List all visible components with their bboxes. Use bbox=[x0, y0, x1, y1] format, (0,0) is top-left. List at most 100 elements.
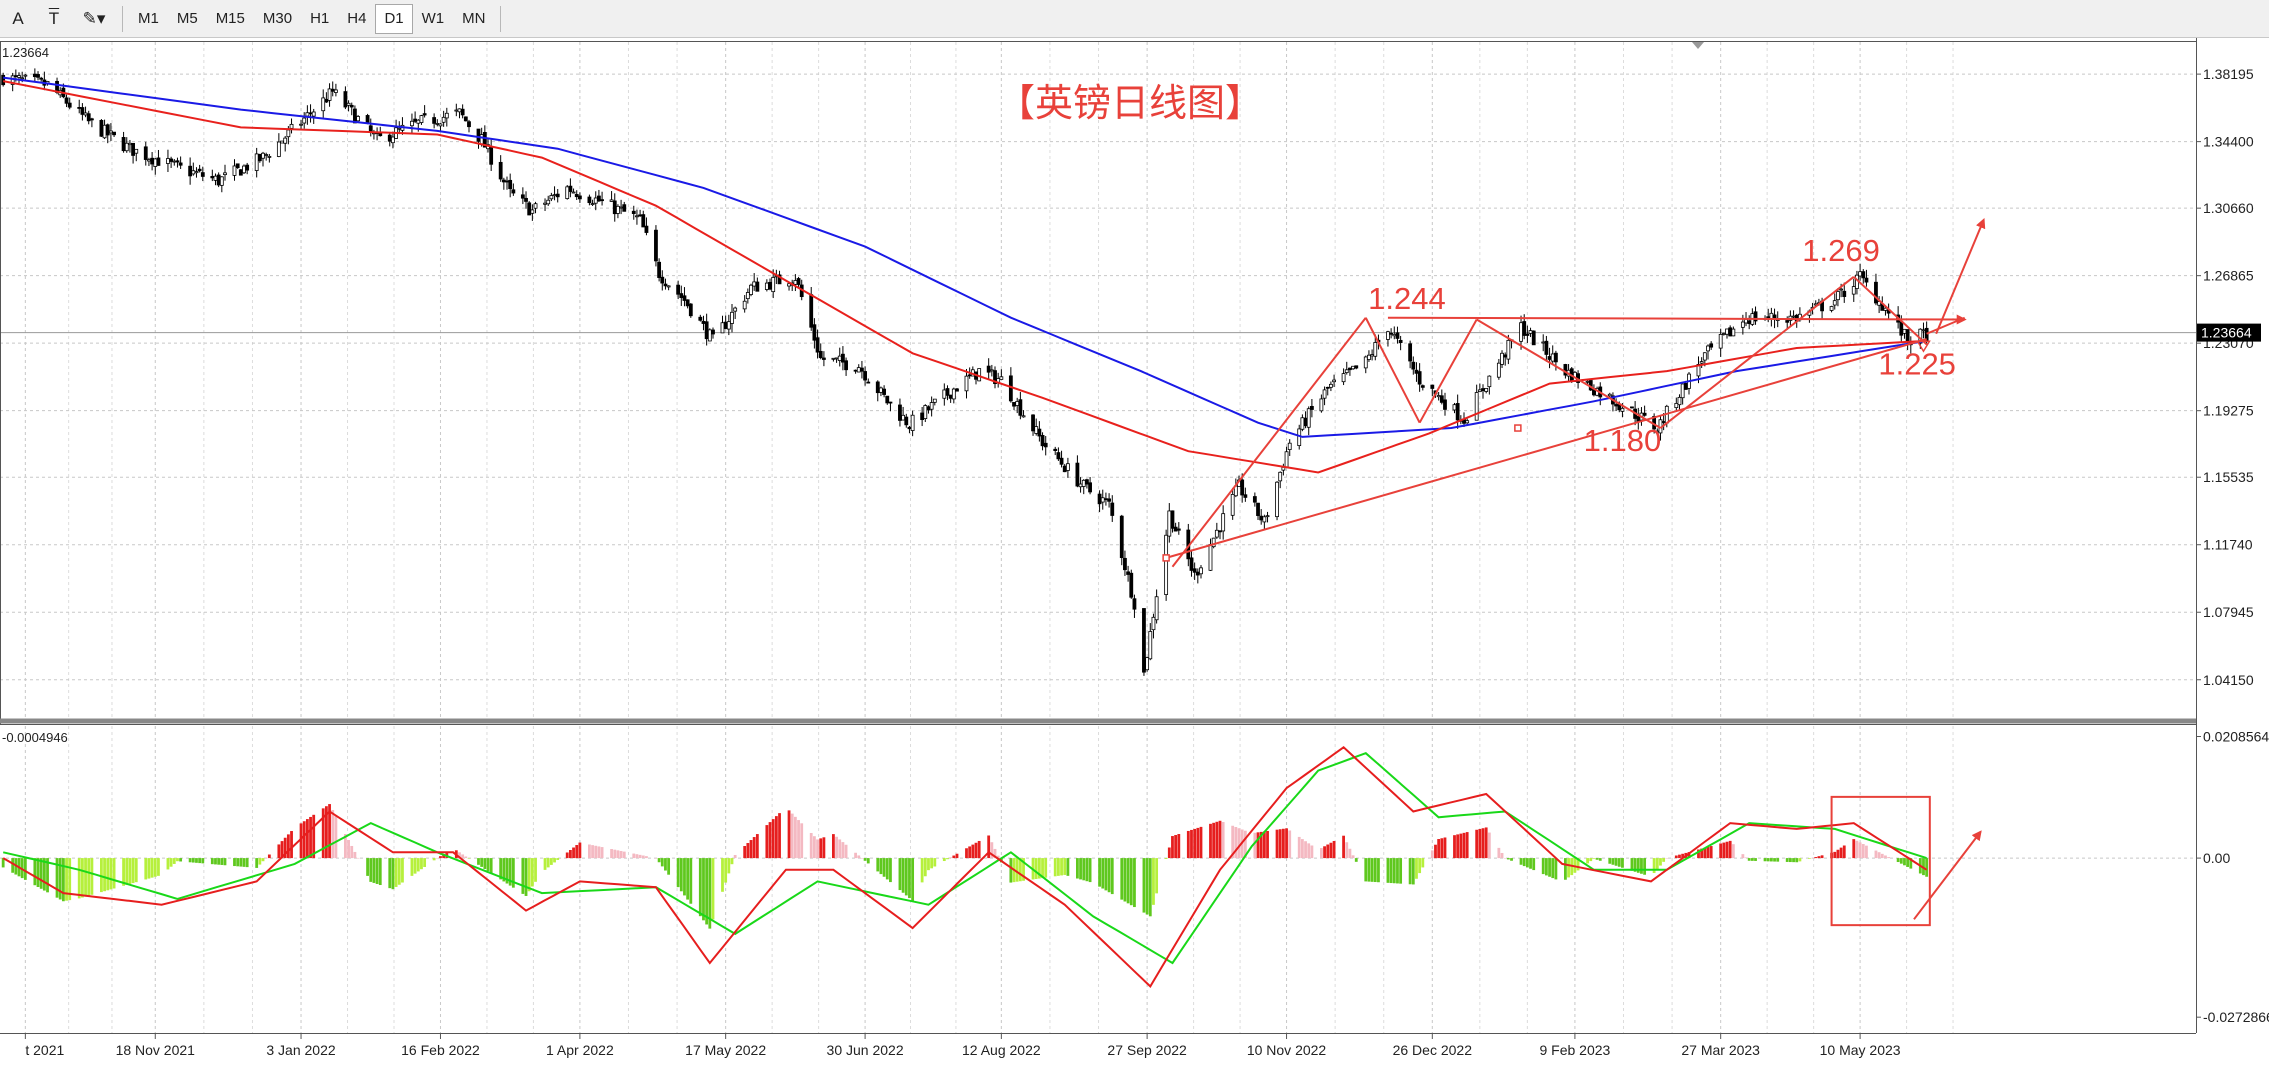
candle-body bbox=[254, 153, 259, 171]
macd-histogram-bar bbox=[309, 816, 312, 859]
candle-body bbox=[353, 108, 357, 124]
macd-histogram-bar bbox=[331, 810, 335, 859]
macd-histogram-bar bbox=[889, 858, 892, 883]
macd-histogram-bar bbox=[1278, 829, 1282, 859]
candle-body bbox=[1088, 482, 1092, 493]
macd-histogram-bar bbox=[1731, 844, 1735, 859]
macd-histogram-bar bbox=[1633, 858, 1637, 872]
candle-body bbox=[863, 371, 867, 381]
candle-body bbox=[910, 414, 915, 431]
macd-histogram-bar bbox=[1478, 828, 1482, 859]
macd-histogram-bar bbox=[667, 858, 671, 875]
text-label-tool-icon[interactable]: T bbox=[48, 8, 60, 28]
candle-body bbox=[413, 118, 418, 122]
candle-body bbox=[261, 152, 265, 159]
timeframe-m30-button[interactable]: M30 bbox=[262, 10, 293, 27]
candle-body bbox=[929, 402, 934, 410]
macd-histogram-bar bbox=[324, 806, 328, 859]
macd-histogram-bar bbox=[195, 858, 198, 863]
candle-body bbox=[1522, 321, 1527, 336]
candle-body bbox=[131, 142, 135, 156]
macd-histogram-bar bbox=[39, 858, 43, 889]
macd-histogram-bar bbox=[1750, 858, 1754, 861]
toolbar-separator bbox=[500, 5, 502, 32]
candle-body bbox=[818, 350, 823, 359]
candle-body bbox=[349, 104, 354, 108]
candle-body bbox=[1126, 571, 1131, 575]
timeframe-h4-button[interactable]: H4 bbox=[347, 10, 367, 27]
annotation-line bbox=[1171, 317, 1367, 568]
macd-histogram-bar bbox=[524, 858, 528, 896]
candle-body bbox=[150, 157, 155, 165]
timeframe-m1-button[interactable]: M1 bbox=[138, 10, 159, 27]
macd-histogram-bar bbox=[1221, 822, 1225, 859]
macd-histogram-bar bbox=[277, 844, 281, 859]
macd-histogram-bar bbox=[1839, 847, 1843, 859]
x-tick-label: 16 Feb 2022 bbox=[401, 1042, 480, 1058]
text-tool-icon[interactable]: A bbox=[12, 8, 24, 28]
candle-body bbox=[365, 115, 370, 124]
macd-histogram-bar bbox=[489, 858, 493, 874]
macd-histogram-bar bbox=[1833, 851, 1837, 859]
candle-body bbox=[1309, 406, 1314, 410]
candle-body bbox=[926, 406, 931, 411]
macd-histogram-bar bbox=[708, 858, 712, 929]
macd-histogram-bar bbox=[350, 845, 354, 859]
candle-body bbox=[1430, 384, 1435, 389]
x-tick-label: 18 Nov 2021 bbox=[116, 1042, 196, 1058]
macd-histogram-bar bbox=[949, 857, 953, 859]
macd-histogram-bar bbox=[1212, 822, 1216, 859]
candle-body bbox=[1243, 494, 1248, 498]
macd-histogram-bar bbox=[546, 858, 550, 868]
macd-histogram-bar bbox=[600, 847, 604, 859]
candle-body bbox=[1129, 572, 1134, 598]
macd-histogram-bar bbox=[280, 841, 284, 859]
timeframe-h1-button[interactable]: H1 bbox=[310, 10, 330, 27]
candle-body bbox=[1021, 415, 1026, 418]
macd-histogram-bar bbox=[1323, 846, 1326, 859]
macd-histogram-bar bbox=[1621, 858, 1624, 868]
shapes-tool-icon[interactable]: ✎▾ bbox=[82, 8, 106, 28]
macd-histogram-bar bbox=[622, 851, 626, 859]
macd-histogram-bar bbox=[1475, 829, 1479, 859]
candle-body bbox=[533, 203, 538, 209]
candle-body bbox=[654, 229, 658, 262]
macd-histogram-bar bbox=[588, 844, 591, 859]
macd-histogram-bar bbox=[1608, 858, 1612, 864]
macd-histogram-bar bbox=[923, 858, 927, 877]
macd-y-tick-label: 0.0208564 bbox=[2203, 728, 2269, 744]
candle-body bbox=[99, 120, 104, 137]
macd-histogram-bar bbox=[1326, 844, 1330, 859]
candle-body bbox=[194, 171, 199, 174]
macd-histogram-bar bbox=[1532, 858, 1536, 871]
macd-histogram-bar bbox=[1481, 828, 1485, 859]
macd-histogram-bar bbox=[1700, 848, 1704, 859]
macd-histogram-bar bbox=[1665, 858, 1669, 859]
timeframe-d1-button[interactable]: D1 bbox=[375, 3, 413, 34]
candle-body bbox=[812, 324, 817, 341]
timeframe-m15-button[interactable]: M15 bbox=[215, 10, 245, 27]
timeframe-m5-button[interactable]: M5 bbox=[176, 10, 198, 27]
timeframe-mn-button[interactable]: MN bbox=[462, 10, 486, 27]
candle-body bbox=[1351, 365, 1355, 370]
candle-body bbox=[1329, 383, 1333, 388]
candle-body bbox=[574, 194, 579, 198]
macd-histogram-bar bbox=[1487, 832, 1491, 859]
candle-body bbox=[1303, 417, 1308, 427]
macd-histogram-bar bbox=[1785, 858, 1789, 862]
candle-body bbox=[210, 175, 215, 179]
macd-histogram-bar bbox=[527, 858, 531, 892]
macd-histogram-bar bbox=[128, 858, 132, 884]
candle-body bbox=[793, 280, 798, 285]
candle-body bbox=[32, 73, 37, 78]
timeframe-w1-button[interactable]: W1 bbox=[421, 10, 445, 27]
candle-body bbox=[435, 123, 440, 125]
candle-body bbox=[64, 97, 69, 104]
annotation-line bbox=[1935, 218, 1986, 335]
candle-body bbox=[1706, 345, 1710, 352]
candle-body bbox=[223, 172, 227, 176]
chart-canvas[interactable]: 1.244 1.269 1.225 1.180 t 2021 18 Nov 2021 3 … bbox=[0, 38, 2269, 1065]
candle-body bbox=[235, 163, 240, 169]
candle-body bbox=[1363, 356, 1368, 369]
candle-body bbox=[593, 197, 598, 204]
